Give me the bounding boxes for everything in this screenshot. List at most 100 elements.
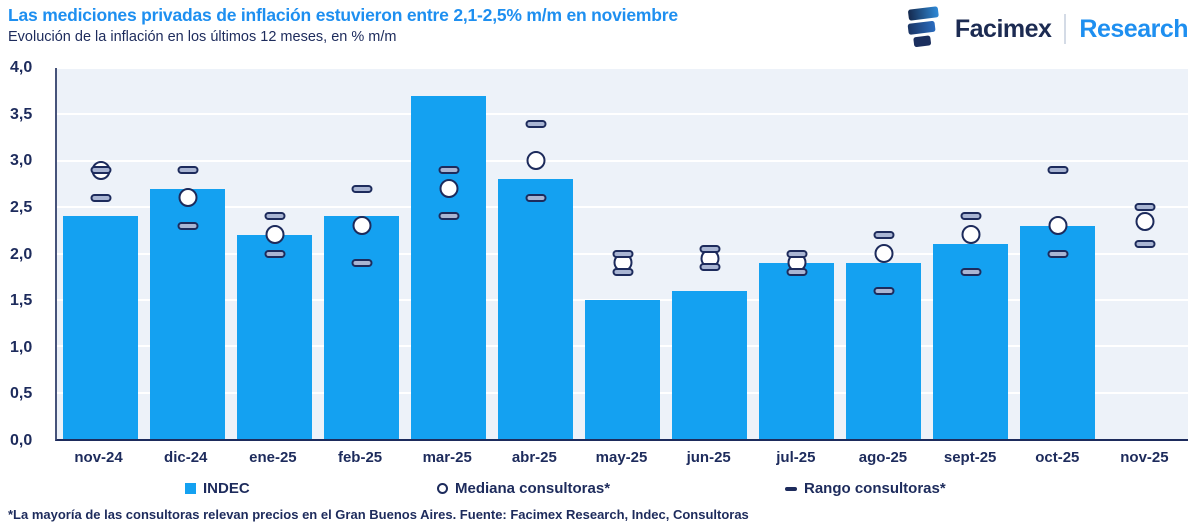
month-column bbox=[318, 68, 405, 439]
range-dash-marker bbox=[873, 286, 894, 295]
x-tick-label: feb-25 bbox=[337, 449, 383, 466]
range-dash-marker bbox=[1134, 240, 1155, 249]
facimex-logo: Facimex Research bbox=[903, 4, 1188, 54]
logo-divider bbox=[1064, 14, 1067, 44]
indec-bar bbox=[323, 216, 400, 439]
range-dash-marker bbox=[612, 268, 633, 277]
range-dash-marker bbox=[90, 166, 111, 175]
chart-plot-area bbox=[55, 67, 1188, 441]
range-dash-marker bbox=[177, 166, 198, 175]
chart-title: Las mediciones privadas de inflación est… bbox=[8, 5, 678, 25]
range-dash-marker bbox=[1134, 203, 1155, 212]
indec-bar bbox=[1019, 225, 1096, 439]
x-tick-label: nov-25 bbox=[1120, 449, 1169, 466]
chart-subtitle: Evolución de la inflación en los últimos… bbox=[8, 29, 397, 45]
range-dash-marker bbox=[786, 249, 807, 258]
range-dash-marker bbox=[525, 119, 546, 128]
source-note: *La mayoría de las consultoras relevan p… bbox=[8, 507, 749, 522]
logo-brand-text: Facimex bbox=[954, 14, 1052, 43]
median-circle-marker bbox=[1048, 216, 1067, 236]
y-tick-label: 3,5 bbox=[10, 105, 33, 123]
x-tick-label: ago-25 bbox=[858, 449, 908, 466]
indec-bar bbox=[410, 95, 487, 439]
y-tick-label: 3,0 bbox=[10, 152, 33, 170]
x-tick-label: mar-25 bbox=[422, 449, 472, 466]
legend-item: Mediana consultoras* bbox=[437, 480, 610, 497]
month-column bbox=[753, 68, 840, 439]
range-dash-marker bbox=[351, 258, 372, 267]
y-tick-label: 2,5 bbox=[10, 198, 33, 216]
month-column bbox=[405, 68, 492, 439]
month-column bbox=[492, 68, 579, 439]
month-column bbox=[927, 68, 1014, 439]
indec-bar bbox=[932, 244, 1009, 439]
median-circle-marker bbox=[874, 244, 893, 263]
legend-label: INDEC bbox=[203, 480, 250, 497]
median-circle-marker bbox=[265, 225, 284, 245]
median-circle-marker bbox=[526, 151, 545, 171]
month-column bbox=[840, 68, 927, 439]
indec-bar bbox=[671, 290, 748, 439]
median-circle-marker bbox=[1135, 211, 1154, 231]
indec-bar bbox=[584, 299, 661, 439]
y-tick-label: 0,5 bbox=[10, 385, 33, 403]
range-dash-marker bbox=[351, 184, 372, 193]
range-dash-marker bbox=[264, 249, 285, 258]
x-tick-label: sept-25 bbox=[943, 449, 997, 466]
month-column bbox=[1014, 68, 1101, 439]
legend-item: Rango consultoras* bbox=[785, 480, 946, 497]
month-column bbox=[231, 68, 318, 439]
month-column bbox=[144, 68, 231, 439]
range-dash-marker bbox=[699, 263, 720, 272]
y-tick-label: 1,0 bbox=[10, 338, 33, 356]
median-circle-marker bbox=[961, 225, 980, 245]
range-dash-marker bbox=[438, 212, 459, 221]
range-dash-marker bbox=[90, 193, 111, 202]
y-tick-label: 1,5 bbox=[10, 292, 33, 310]
month-column bbox=[57, 68, 144, 439]
logo-research-text: Research bbox=[1079, 14, 1188, 43]
circle-icon bbox=[437, 483, 448, 494]
range-dash-marker bbox=[612, 249, 633, 258]
facimex-logo-icon bbox=[903, 3, 945, 56]
range-dash-marker bbox=[1047, 249, 1068, 258]
x-tick-label: abr-25 bbox=[511, 449, 557, 466]
indec-bar bbox=[497, 179, 574, 439]
gridline bbox=[57, 159, 1188, 162]
indec-bar bbox=[149, 188, 226, 439]
x-tick-label: dic-24 bbox=[164, 449, 208, 466]
y-tick-label: 4,0 bbox=[10, 59, 33, 76]
range-dash-marker bbox=[1047, 166, 1068, 175]
x-tick-label: jun-25 bbox=[686, 449, 731, 466]
month-column bbox=[1101, 68, 1188, 439]
month-column bbox=[666, 68, 753, 439]
range-dash-marker bbox=[960, 268, 981, 277]
median-circle-marker bbox=[439, 179, 458, 199]
x-tick-label: may-25 bbox=[595, 449, 648, 466]
y-tick-label: 0,0 bbox=[10, 432, 33, 449]
month-column bbox=[579, 68, 666, 439]
range-dash-marker bbox=[264, 212, 285, 221]
indec-bar bbox=[236, 234, 313, 439]
median-circle-marker bbox=[178, 188, 197, 208]
legend-item: INDEC bbox=[185, 480, 250, 497]
square-icon bbox=[185, 483, 196, 494]
range-dash-marker bbox=[525, 193, 546, 202]
gridline bbox=[57, 67, 1188, 69]
range-dash-marker bbox=[177, 221, 198, 230]
range-dash-marker bbox=[960, 212, 981, 221]
range-dash-marker bbox=[786, 268, 807, 277]
x-axis-labels: nov-24 dic-24 ene-25 feb-25 mar-25 abr-25 may-… bbox=[55, 449, 1188, 466]
legend-label: Mediana consultoras* bbox=[455, 480, 611, 497]
gridline bbox=[57, 206, 1188, 209]
x-tick-label: ene-25 bbox=[249, 449, 297, 466]
range-dash-marker bbox=[699, 244, 720, 253]
indec-bar bbox=[758, 262, 835, 439]
range-dash-marker bbox=[438, 166, 459, 175]
legend-label: Rango consultoras* bbox=[804, 480, 946, 497]
y-tick-label: 2,0 bbox=[10, 245, 33, 263]
gridline bbox=[57, 113, 1188, 116]
range-dash-marker bbox=[873, 230, 894, 239]
dash-icon bbox=[785, 486, 797, 491]
